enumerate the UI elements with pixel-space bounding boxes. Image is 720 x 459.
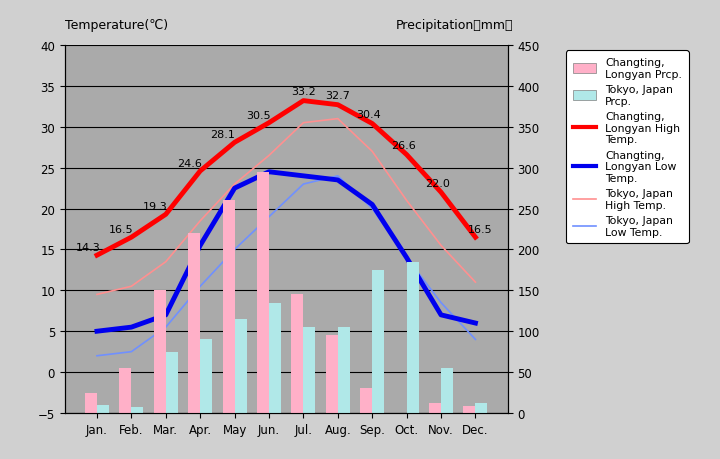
Bar [464,407,475,413]
Legend: Changting,
Longyan Prcp., Tokyo, Japan
Prcp., Changting,
Longyan High
Temp., Cha: Changting, Longyan Prcp., Tokyo, Japan P… [566,51,688,244]
Text: 30.5: 30.5 [246,111,271,121]
Bar [154,291,166,413]
Bar [338,327,350,413]
Bar [120,368,131,413]
Text: Temperature(℃): Temperature(℃) [65,19,168,32]
Text: 14.3: 14.3 [76,243,101,253]
Bar [395,413,407,421]
Bar [292,295,303,413]
Bar [222,201,235,413]
Bar [372,270,384,413]
Text: 19.3: 19.3 [143,202,168,212]
Text: 26.6: 26.6 [391,141,415,151]
Bar [269,303,281,413]
Bar [429,403,441,413]
Text: 33.2: 33.2 [291,87,316,97]
Text: 32.7: 32.7 [325,91,350,101]
Bar [475,403,487,413]
Bar [407,262,418,413]
Bar [97,405,109,413]
Bar [200,340,212,413]
Bar [325,336,338,413]
Bar [257,173,269,413]
Text: 28.1: 28.1 [210,130,235,140]
Text: 24.6: 24.6 [177,159,202,168]
Bar [441,368,453,413]
Bar [188,234,200,413]
Bar [303,327,315,413]
Text: 22.0: 22.0 [425,178,450,188]
Bar [166,352,178,413]
Bar [85,393,97,413]
Text: 16.5: 16.5 [109,225,133,235]
Bar [235,319,247,413]
Bar [131,408,143,413]
Bar [360,389,372,413]
Text: Precipitation（mm）: Precipitation（mm） [396,19,513,32]
Text: 16.5: 16.5 [468,225,493,235]
Text: 30.4: 30.4 [356,110,381,120]
